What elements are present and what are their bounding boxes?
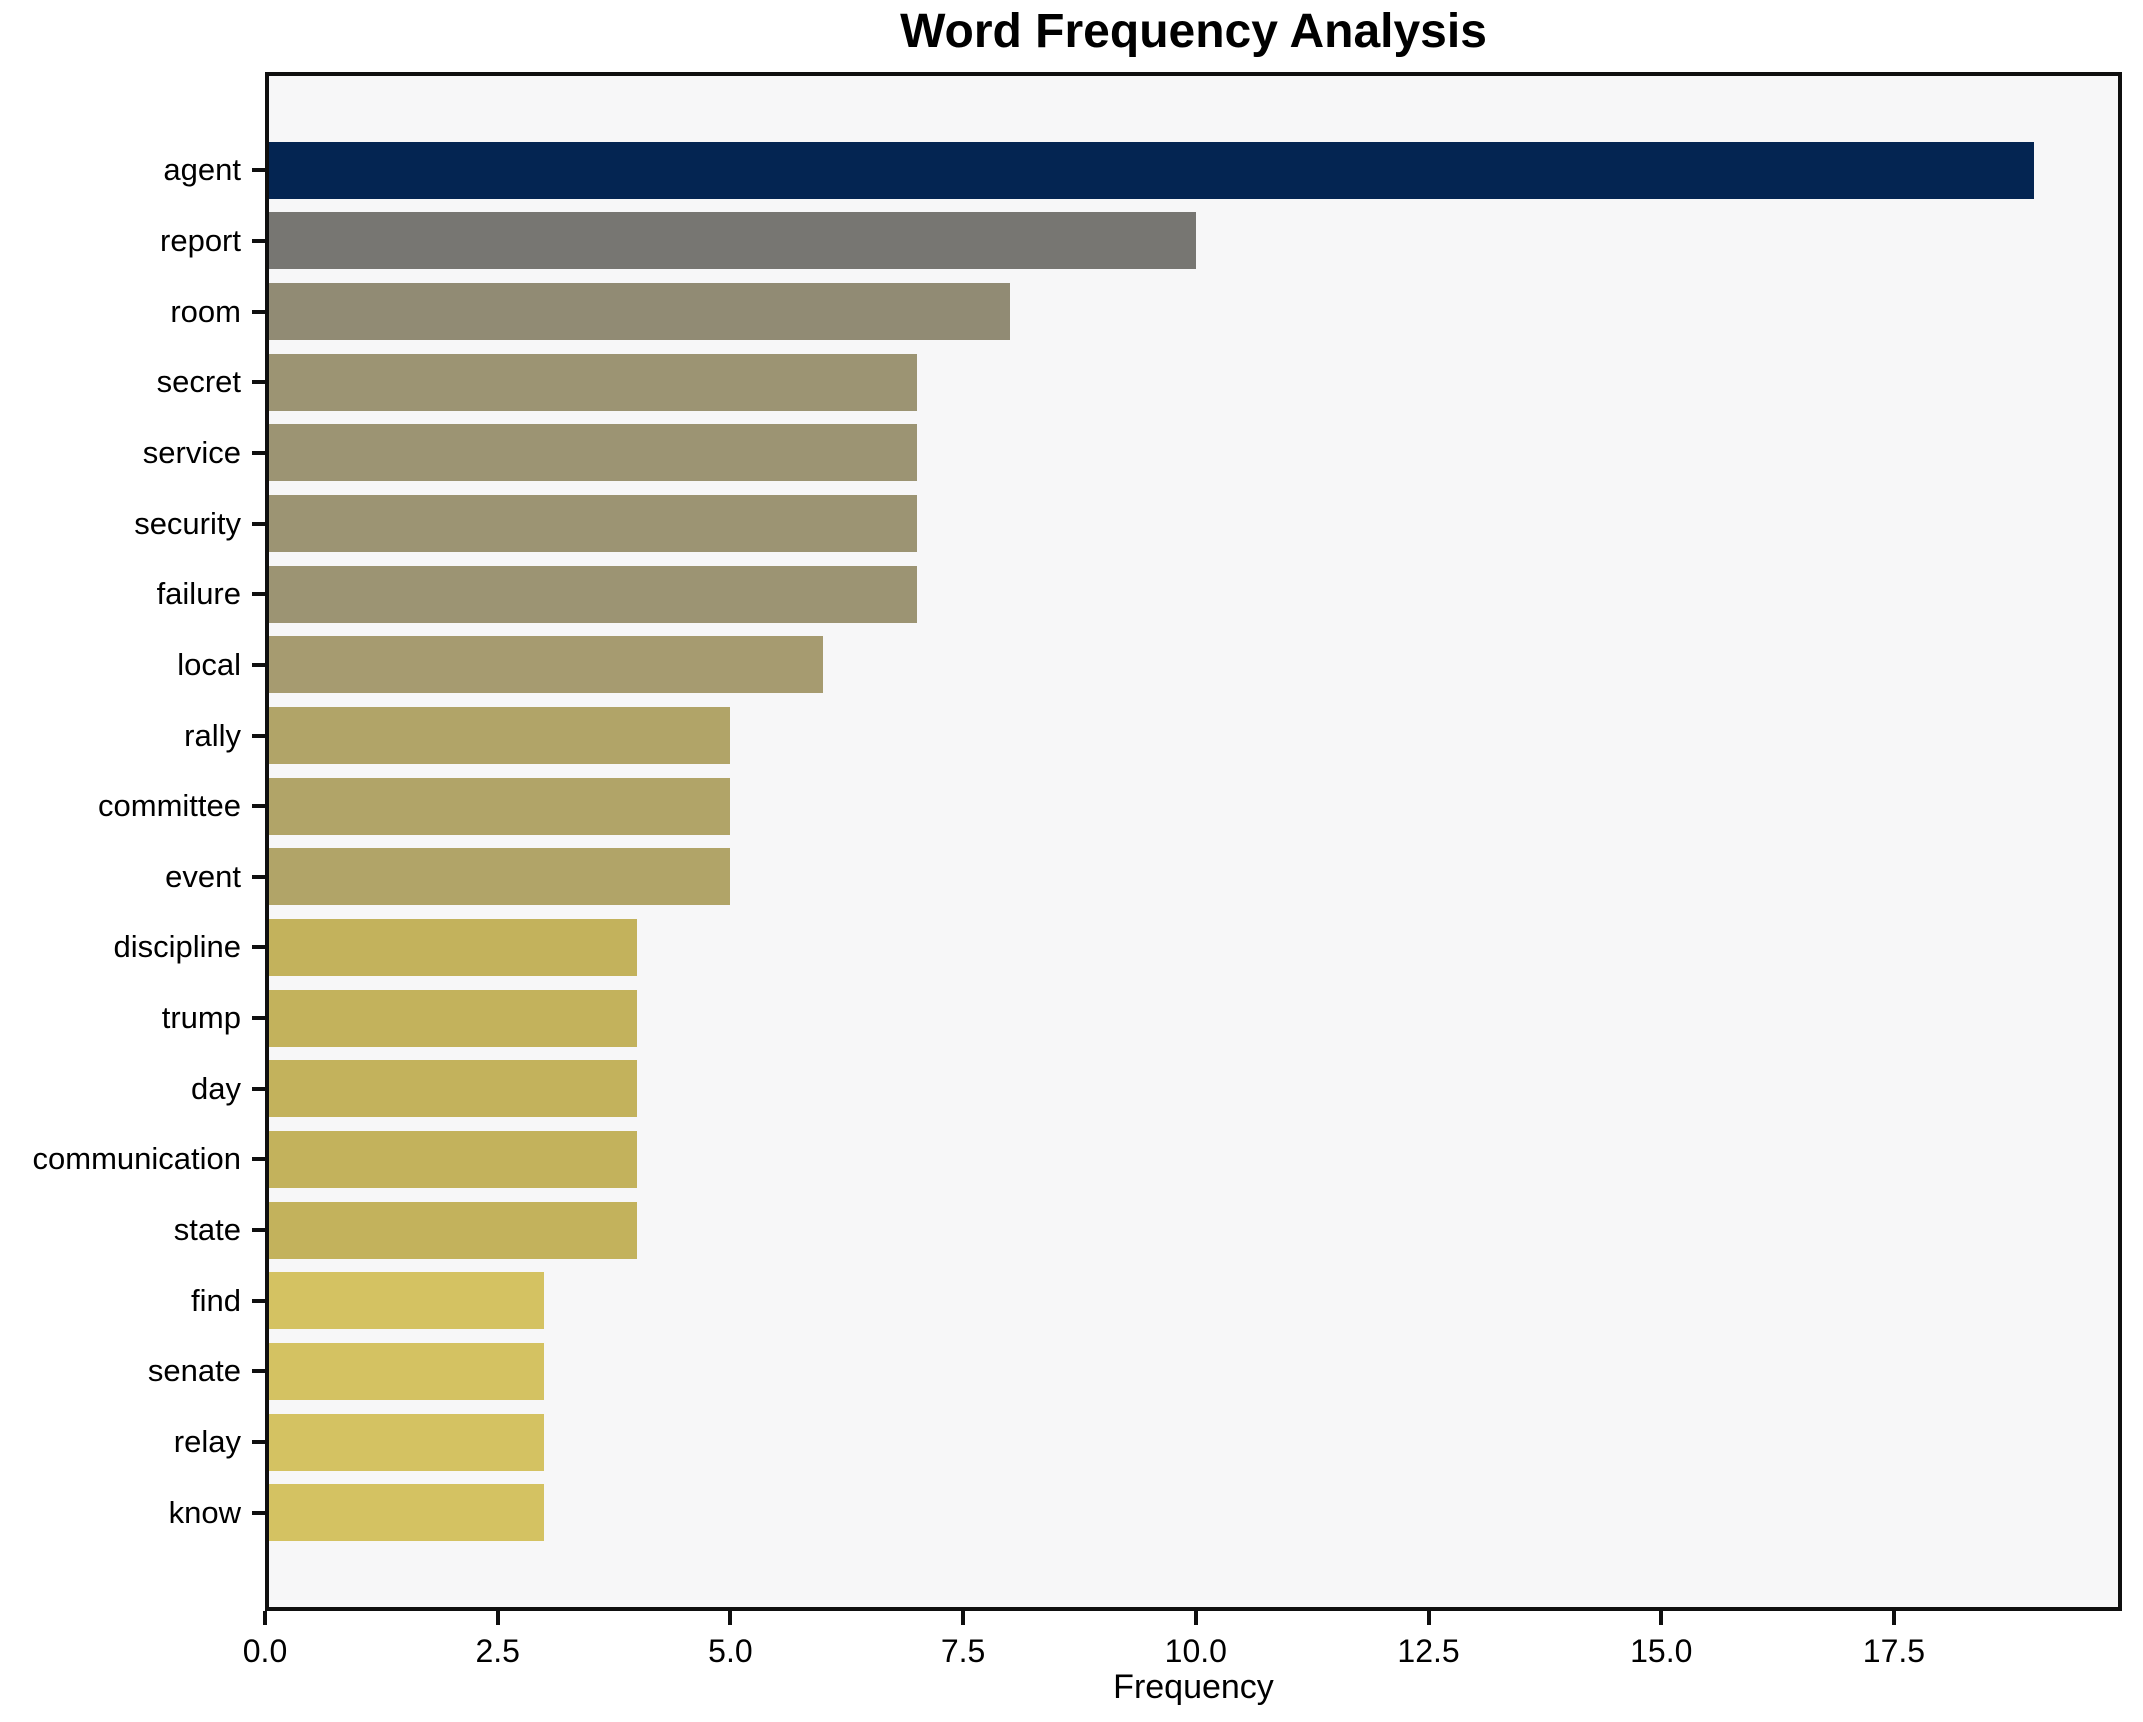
bar-failure <box>265 565 917 623</box>
bar-find <box>265 1272 545 1330</box>
y-tick-mark <box>252 874 265 879</box>
y-tick-label-know: know <box>168 1494 241 1530</box>
y-tick-mark <box>252 804 265 809</box>
x-tick-mark <box>1659 1611 1664 1625</box>
bar-report <box>265 212 1196 270</box>
y-tick-label-secret: secret <box>156 364 241 400</box>
y-tick-label-agent: agent <box>163 152 241 188</box>
x-tick-label: 10.0 <box>1164 1633 1227 1669</box>
bar-relay <box>265 1413 545 1471</box>
bar-agent <box>265 141 2034 199</box>
y-tick-label-report: report <box>160 222 241 258</box>
x-tick-label: 7.5 <box>940 1633 986 1669</box>
bar-state <box>265 1201 638 1259</box>
bar-rally <box>265 707 731 764</box>
y-tick-label-discipline: discipline <box>113 929 241 965</box>
x-axis: 0.0 2.5 5.0 7.5 10.0 12.5 15.0 17.5 <box>243 1611 2122 1721</box>
y-tick-mark <box>252 1157 265 1162</box>
bar-secret <box>265 353 917 411</box>
plot-area <box>265 72 2122 1611</box>
y-tick-mark <box>252 450 265 455</box>
bars-layer <box>265 72 2122 1611</box>
y-tick-mark <box>252 733 265 738</box>
y-tick-label-day: day <box>191 1070 241 1106</box>
x-tick-mark <box>263 1611 267 1625</box>
y-tick-label-room: room <box>170 293 241 329</box>
x-tick-label: 17.5 <box>1862 1633 1926 1669</box>
bar-local <box>265 636 824 694</box>
y-tick-label-find: find <box>191 1282 241 1318</box>
y-tick-label-security: security <box>134 505 241 541</box>
bar-discipline <box>265 918 638 976</box>
y-tick-label-committee: committee <box>98 788 241 824</box>
y-tick-label-event: event <box>165 858 241 894</box>
y-tick-mark <box>252 168 265 173</box>
x-tick-label: 5.0 <box>708 1633 753 1669</box>
bar-day <box>265 1060 638 1118</box>
y-tick-label-rally: rally <box>184 717 241 753</box>
bar-room <box>265 283 1010 341</box>
x-tick-mark <box>1891 1611 1896 1625</box>
y-tick-mark <box>252 945 265 950</box>
y-tick-mark <box>252 309 265 314</box>
x-tick-mark <box>1426 1611 1431 1625</box>
x-tick-label: 15.0 <box>1630 1633 1693 1669</box>
y-tick-label-communication: communication <box>32 1141 241 1177</box>
y-tick-label-senate: senate <box>147 1353 241 1389</box>
x-tick-label: 12.5 <box>1397 1633 1460 1669</box>
x-tick-label: 2.5 <box>475 1633 520 1669</box>
x-tick-mark <box>495 1611 500 1625</box>
y-tick-mark <box>252 662 265 667</box>
y-tick-mark <box>252 592 265 597</box>
y-tick-label-failure: failure <box>156 576 241 612</box>
x-tick-mark <box>1193 1611 1198 1625</box>
bar-senate <box>265 1342 545 1400</box>
y-tick-mark <box>252 1369 265 1374</box>
x-tick-mark <box>961 1611 966 1625</box>
y-tick-mark <box>252 380 265 385</box>
y-tick-mark <box>252 1228 265 1233</box>
bar-service <box>265 424 917 482</box>
bar-committee <box>265 777 731 835</box>
bar-security <box>265 495 917 553</box>
y-tick-label-trump: trump <box>161 1000 241 1036</box>
y-tick-mark <box>252 1298 265 1303</box>
y-tick-label-service: service <box>142 434 241 470</box>
y-tick-label-relay: relay <box>173 1424 241 1460</box>
x-axis-label: Frequency <box>1113 1668 1274 1706</box>
x-tick-mark <box>728 1611 733 1625</box>
bar-trump <box>265 989 638 1047</box>
x-tick-label: 0.0 <box>242 1633 288 1669</box>
y-axis: agent report room secret service security fail… <box>0 72 265 1611</box>
y-tick-label-local: local <box>177 646 241 682</box>
y-tick-mark <box>252 238 265 243</box>
y-tick-mark <box>252 521 265 526</box>
y-tick-mark <box>252 1440 265 1445</box>
bar-know <box>265 1484 545 1542</box>
y-tick-mark <box>252 1086 265 1091</box>
y-tick-mark <box>252 1510 265 1515</box>
bar-communication <box>265 1130 638 1188</box>
y-tick-label-state: state <box>173 1212 241 1248</box>
bar-event <box>265 848 731 906</box>
chart-title: Word Frequency Analysis <box>900 5 1487 58</box>
y-tick-mark <box>252 1016 265 1021</box>
